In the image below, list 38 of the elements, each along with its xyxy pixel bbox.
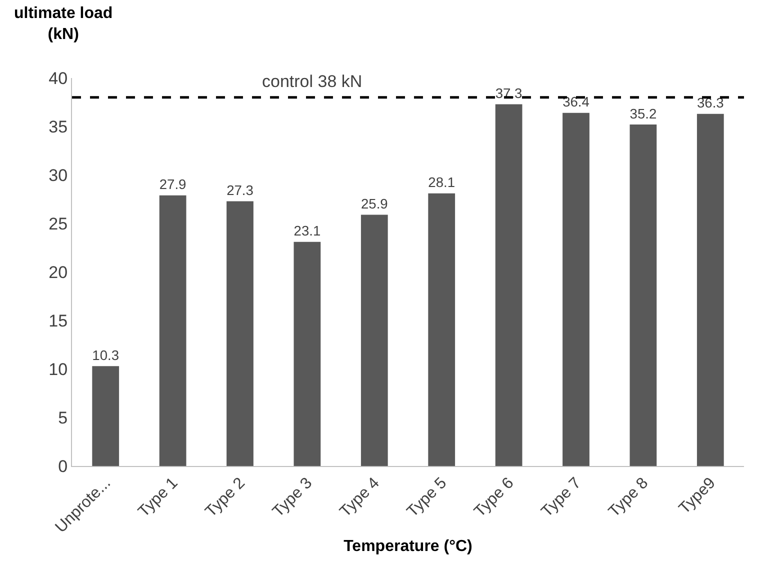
bar [159, 195, 186, 466]
data-label: 23.1 [294, 224, 321, 239]
x-tick-label: Type 8 [606, 474, 652, 521]
bar [226, 201, 254, 466]
x-axis-title: Temperature (°C) [344, 538, 472, 556]
x-tick-label: Type 4 [336, 474, 383, 521]
y-tick-label: 30 [48, 166, 68, 185]
bar [360, 214, 388, 466]
x-tick-label: Type 6 [471, 474, 518, 521]
x-tick-label: Type 2 [202, 474, 249, 521]
x-tick-label: Type 3 [270, 474, 316, 521]
bar [696, 114, 724, 466]
data-label: 10.3 [92, 348, 120, 363]
y-tick-label: 20 [48, 262, 68, 282]
y-tick-label: 35 [48, 117, 68, 136]
data-label: 35.2 [630, 106, 657, 122]
ref-line-label: control 38 kN [262, 72, 362, 91]
data-label: 28.1 [428, 175, 456, 190]
y-tick-label: 15 [48, 311, 68, 330]
bar [428, 193, 456, 466]
bar [294, 242, 321, 466]
x-tick-label: Type 7 [538, 474, 585, 521]
data-label: 36.3 [696, 96, 724, 111]
bar [630, 124, 657, 466]
data-label: 27.3 [226, 182, 254, 198]
data-label: 27.9 [159, 177, 187, 192]
bar [562, 112, 590, 466]
y-tick-label: 0 [58, 456, 68, 476]
y-tick-label: 40 [48, 68, 68, 88]
y-axis-title: ultimate load (kN) [14, 5, 113, 43]
x-tick-label: Type 1 [135, 474, 182, 521]
y-tick-label: 10 [48, 360, 68, 379]
x-tick-label: Type 5 [404, 474, 450, 521]
data-label: 25.9 [360, 196, 388, 212]
y-tick-label: 5 [58, 408, 68, 428]
bar [92, 366, 120, 466]
y-tick-label: 25 [48, 214, 68, 234]
bar [495, 104, 522, 466]
